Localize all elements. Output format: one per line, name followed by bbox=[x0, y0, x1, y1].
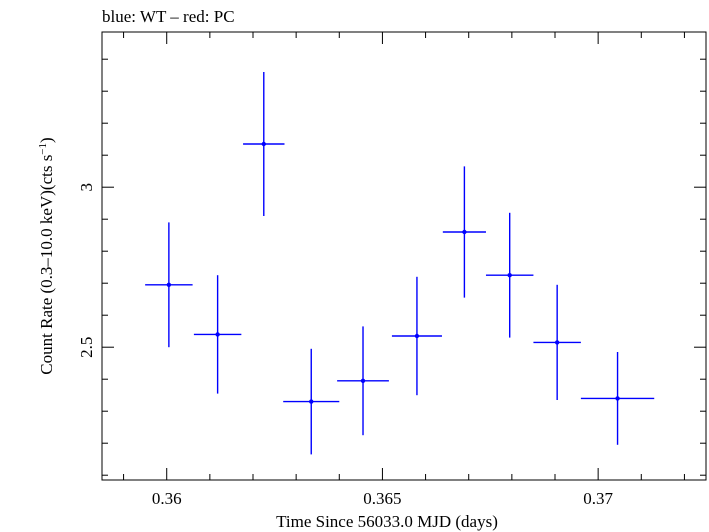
x-tick-label: 0.365 bbox=[363, 489, 401, 508]
data-marker bbox=[507, 273, 512, 278]
ticks bbox=[102, 32, 706, 480]
data-marker bbox=[166, 282, 172, 287]
data-marker bbox=[414, 333, 420, 339]
data-point bbox=[337, 326, 389, 436]
data-marker bbox=[215, 332, 220, 337]
x-tick-label: 0.37 bbox=[583, 489, 613, 508]
y-tick-label: 3 bbox=[77, 183, 96, 192]
y-tick-label: 2.5 bbox=[77, 337, 96, 358]
x-axis-label: Time Since 56033.0 MJD (days) bbox=[276, 512, 498, 531]
data-point bbox=[243, 72, 285, 216]
plot-frame bbox=[101, 31, 707, 481]
y-axis-label-close: ) bbox=[37, 137, 56, 143]
data-points bbox=[145, 72, 655, 455]
data-marker bbox=[554, 340, 560, 345]
x-tick-label: 0.36 bbox=[152, 489, 182, 508]
y-axis-label-exponent: −1 bbox=[37, 143, 49, 155]
data-point bbox=[193, 275, 242, 394]
chart-title: blue: WT – red: PC bbox=[102, 7, 235, 26]
y-axis-label-main: Count Rate (0.3–10.0 keV)(cts s bbox=[37, 155, 56, 375]
data-marker bbox=[309, 399, 314, 404]
data-point bbox=[580, 352, 655, 445]
data-point bbox=[533, 284, 581, 400]
data-point bbox=[442, 166, 486, 298]
data-point bbox=[283, 348, 340, 455]
data-point bbox=[145, 222, 193, 348]
data-point bbox=[485, 212, 534, 338]
data-point bbox=[391, 276, 442, 396]
data-marker bbox=[615, 396, 620, 401]
data-marker bbox=[462, 229, 467, 235]
data-marker bbox=[360, 378, 366, 383]
tick-labels: 0.36 0.365 0.37 2.5 3 bbox=[77, 183, 614, 508]
y-axis-label: Count Rate (0.3–10.0 keV)(cts s−1) bbox=[37, 137, 56, 374]
data-marker bbox=[261, 141, 266, 147]
